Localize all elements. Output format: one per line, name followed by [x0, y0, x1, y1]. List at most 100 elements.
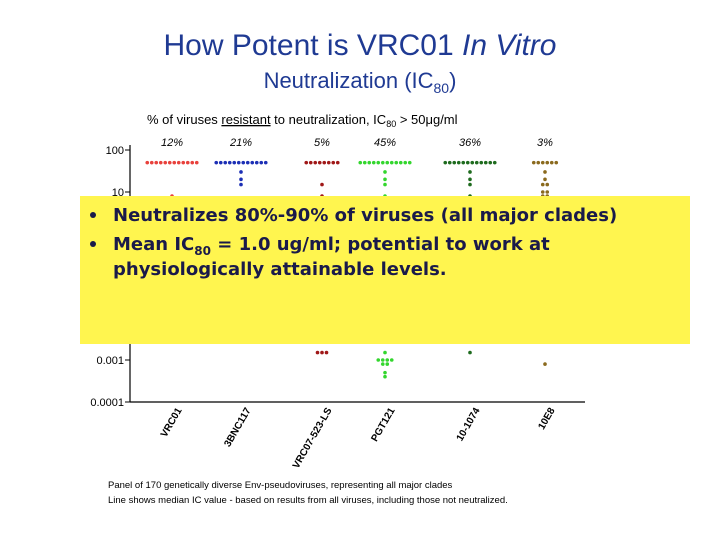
- x-tick-label: 10-1074: [455, 406, 483, 444]
- data-point: [385, 358, 390, 362]
- resistant-label: 45%: [374, 137, 396, 149]
- data-point: [145, 160, 150, 165]
- data-point: [543, 177, 547, 182]
- callout-bullet-cont: physiologically attainable levels.: [113, 259, 447, 280]
- data-point: [250, 160, 255, 165]
- header-text: % of viruses: [147, 112, 221, 127]
- data-point: [376, 358, 381, 362]
- data-point: [543, 170, 547, 174]
- subtitle-end: ): [449, 68, 456, 93]
- data-point: [239, 170, 243, 174]
- data-point: [545, 190, 550, 194]
- data-point: [324, 350, 329, 355]
- callout-text: Mean IC: [113, 234, 194, 255]
- data-point: [383, 370, 387, 375]
- header-underlined: resistant: [221, 112, 271, 127]
- data-point: [241, 160, 246, 165]
- data-point: [545, 160, 550, 165]
- data-point: [167, 160, 172, 165]
- x-tick-label: VRC07-523-LS: [291, 406, 335, 471]
- data-point: [154, 160, 159, 165]
- data-point: [468, 350, 472, 355]
- data-point: [389, 160, 394, 165]
- data-point: [383, 182, 387, 187]
- data-point: [358, 160, 363, 165]
- data-point: [176, 160, 181, 165]
- data-point: [383, 350, 387, 355]
- data-point: [443, 160, 448, 165]
- data-point: [172, 160, 177, 165]
- data-point: [447, 160, 452, 165]
- x-tick-label: 10E8: [536, 406, 557, 432]
- data-point: [488, 160, 493, 165]
- data-point: [232, 160, 237, 165]
- data-point: [259, 160, 264, 165]
- data-point: [376, 160, 381, 165]
- data-point: [468, 182, 472, 187]
- data-point: [239, 182, 243, 187]
- callout-sub: 80: [194, 244, 211, 258]
- data-point: [479, 160, 484, 165]
- resistant-label: 3%: [537, 137, 553, 149]
- data-point: [163, 160, 168, 165]
- header-text: > 50μg/ml: [396, 112, 457, 127]
- data-point: [322, 160, 327, 165]
- data-point: [371, 160, 376, 165]
- data-point: [549, 160, 554, 165]
- data-point: [304, 160, 309, 165]
- data-point: [540, 190, 545, 194]
- resistant-label: 12%: [161, 137, 183, 149]
- data-point: [383, 170, 387, 174]
- x-tick-label: PGT121: [369, 406, 397, 444]
- callout-bullet: Mean IC80 = 1.0 ug/ml; potential to work…: [113, 234, 550, 258]
- bullet: [90, 212, 96, 218]
- data-point: [331, 160, 336, 165]
- data-point: [380, 160, 385, 165]
- data-point: [468, 170, 472, 174]
- data-point: [483, 160, 488, 165]
- footnote: Panel of 170 genetically diverse Env-pse…: [108, 480, 453, 491]
- data-point: [470, 160, 475, 165]
- data-point: [531, 160, 536, 165]
- data-point: [461, 160, 466, 165]
- data-point: [254, 160, 259, 165]
- data-point: [398, 160, 403, 165]
- data-point: [149, 160, 154, 165]
- data-point: [468, 177, 472, 182]
- callout-text: = 1.0 ug/ml; potential to work at: [211, 234, 550, 255]
- data-point: [543, 362, 547, 366]
- data-point: [190, 160, 195, 165]
- data-point: [383, 374, 387, 379]
- title-text: How Potent is VRC01: [164, 29, 462, 62]
- data-point: [315, 350, 320, 355]
- subtitle-text: Neutralization (IC: [264, 68, 434, 93]
- data-point: [554, 160, 559, 165]
- data-point: [181, 160, 186, 165]
- data-point: [320, 182, 324, 187]
- data-point: [236, 160, 241, 165]
- data-point: [407, 160, 412, 165]
- y-tick-label: 0.0001: [90, 397, 124, 409]
- slide-subtitle: Neutralization (IC80): [264, 68, 457, 96]
- data-point: [313, 160, 318, 165]
- footnote: Line shows median IC value - based on re…: [108, 495, 508, 506]
- data-point: [456, 160, 461, 165]
- data-point: [308, 160, 313, 165]
- callout-box: [80, 196, 690, 344]
- data-point: [394, 160, 399, 165]
- data-point: [367, 160, 372, 165]
- callout-bullet: Neutralizes 80%-90% of viruses (all majo…: [113, 205, 617, 226]
- data-point: [383, 177, 387, 182]
- header-text: to neutralization, IC: [271, 112, 387, 127]
- chart-header: % of viruses resistant to neutralization…: [147, 112, 458, 129]
- data-point: [223, 160, 228, 165]
- subtitle-sub: 80: [434, 80, 450, 96]
- y-tick-label: 100: [106, 145, 124, 157]
- data-point: [194, 160, 199, 165]
- plot-area: 100100.0010.000112%VRC0121%3BNC1175%VRC0…: [90, 137, 559, 471]
- x-tick-label: 3BNC117: [222, 406, 253, 449]
- x-tick-label: VRC01: [159, 406, 185, 440]
- data-point: [320, 350, 324, 355]
- data-point: [403, 160, 408, 165]
